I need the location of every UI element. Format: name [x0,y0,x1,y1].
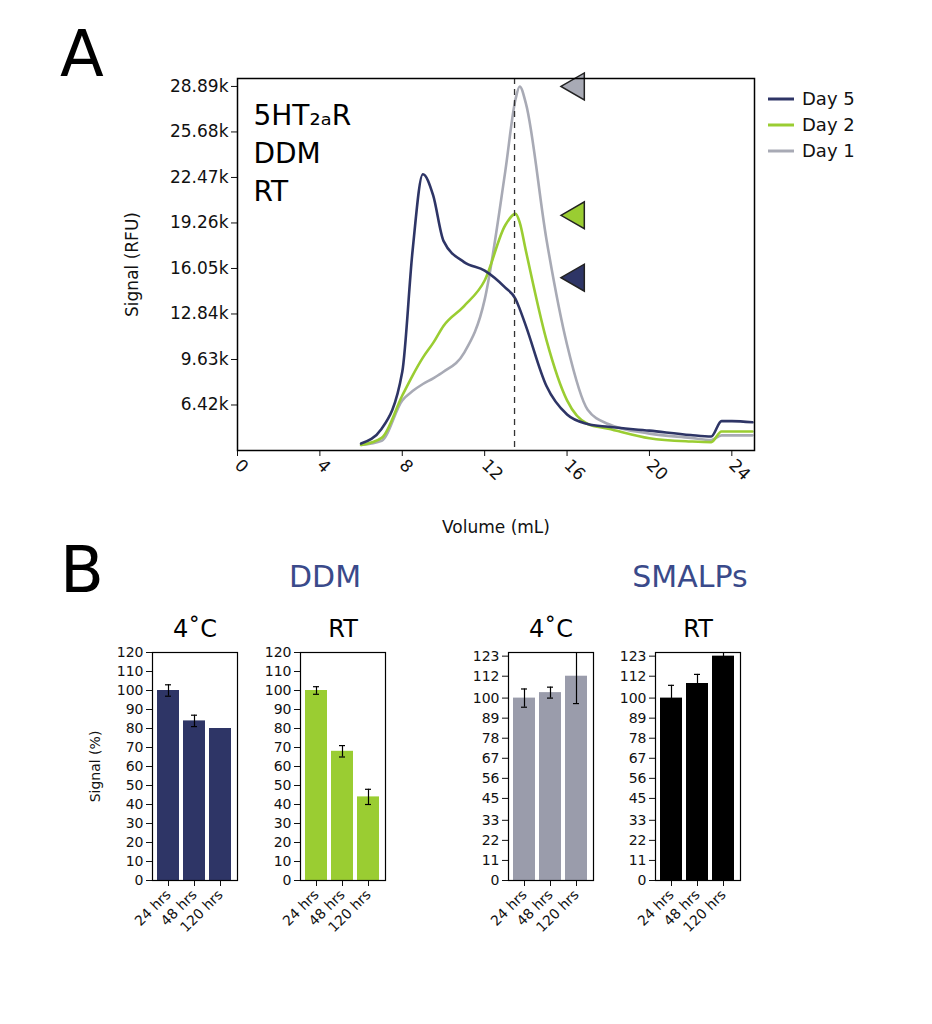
svg-text:78: 78 [629,730,647,746]
svg-text:112: 112 [473,668,500,684]
svg-text:24: 24 [725,455,754,484]
svg-text:28.89k: 28.89k [170,76,229,96]
svg-text:45: 45 [629,790,647,806]
html-text:A: A [60,17,104,91]
svg-text:40: 40 [126,796,144,812]
svg-text:24 hrs: 24 hrs [131,886,174,929]
svg-text:9.63k: 9.63k [181,349,229,369]
svg-text:100: 100 [265,682,292,698]
svg-text:8: 8 [396,455,418,477]
svg-text:22: 22 [482,832,500,848]
svg-text:4˚C: 4˚C [529,615,573,643]
svg-text:60: 60 [274,758,292,774]
svg-text:123: 123 [620,648,647,664]
svg-text:6.42k: 6.42k [181,394,229,414]
html-text:B: B [60,533,104,607]
html-text:SMALPs: SMALPs [632,559,748,594]
svg-text:120: 120 [265,644,292,660]
svg-text:33: 33 [482,812,500,828]
svg-text:100: 100 [117,682,144,698]
svg-text:50: 50 [126,777,144,793]
svg-text:19.26k: 19.26k [170,212,229,232]
svg-text:45: 45 [482,790,500,806]
svg-text:24 hrs: 24 hrs [279,886,322,929]
svg-text:25.68k: 25.68k [170,121,229,141]
svg-text:0: 0 [135,872,144,888]
svg-text:RT: RT [328,615,358,643]
svg-text:11: 11 [629,852,647,868]
svg-text:20: 20 [126,834,144,850]
svg-text:12.84k: 12.84k [170,303,229,323]
svg-text:67: 67 [482,750,500,766]
svg-text:78: 78 [482,730,500,746]
svg-text:48 hrs: 48 hrs [305,886,348,929]
svg-text:16: 16 [560,455,589,484]
svg-text:123: 123 [473,648,500,664]
html-text:DDM: DDM [289,559,361,594]
svg-text:60: 60 [126,758,144,774]
svg-text:0: 0 [231,455,253,477]
svg-text:120 hrs: 120 hrs [680,886,729,935]
svg-text:100: 100 [620,690,647,706]
svg-text:50: 50 [274,777,292,793]
svg-text:48 hrs: 48 hrs [157,886,200,929]
svg-text:0: 0 [283,872,292,888]
html-text:Day 1: Day 1 [802,140,855,162]
svg-text:48 hrs: 48 hrs [660,886,703,929]
html-text:Day 5: Day 5 [802,88,855,109]
svg-text:10: 10 [126,853,144,869]
svg-text:120 hrs: 120 hrs [325,886,374,935]
svg-text:110: 110 [117,663,144,679]
svg-text:20: 20 [274,834,292,850]
svg-text:70: 70 [126,739,144,755]
svg-text:40: 40 [274,796,292,812]
svg-text:80: 80 [126,720,144,736]
svg-text:Signal (%): Signal (%) [87,731,103,803]
svg-text:4: 4 [313,455,335,477]
svg-text:120: 120 [117,644,144,660]
svg-text:30: 30 [126,815,144,831]
svg-text:120 hrs: 120 hrs [177,886,226,935]
svg-text:112: 112 [620,668,647,684]
svg-text:48 hrs: 48 hrs [513,886,556,929]
svg-text:Signal (RFU): Signal (RFU) [122,212,142,317]
svg-text:56: 56 [482,770,500,786]
svg-text:110: 110 [265,663,292,679]
svg-text:22: 22 [629,832,647,848]
svg-text:12: 12 [478,455,507,484]
svg-text:11: 11 [482,852,500,868]
svg-text:5HT₂ₐRDDMRT: 5HT₂ₐRDDMRT [254,99,352,208]
svg-text:24 hrs: 24 hrs [634,886,677,929]
svg-text:67: 67 [629,750,647,766]
svg-text:16.05k: 16.05k [170,258,229,278]
svg-text:4˚C: 4˚C [173,615,217,643]
svg-text:90: 90 [126,701,144,717]
svg-text:0: 0 [638,872,647,888]
svg-text:20: 20 [643,455,672,484]
svg-text:120 hrs: 120 hrs [533,886,582,935]
svg-text:RT: RT [683,615,713,643]
svg-text:22.47k: 22.47k [170,167,229,187]
svg-text:0: 0 [491,872,500,888]
svg-text:100: 100 [473,690,500,706]
svg-text:80: 80 [274,720,292,736]
svg-text:10: 10 [274,853,292,869]
svg-text:90: 90 [274,701,292,717]
svg-text:24 hrs: 24 hrs [487,886,530,929]
html-text:Day 2: Day 2 [802,114,855,136]
svg-text:89: 89 [482,710,500,726]
svg-text:33: 33 [629,812,647,828]
svg-text:Volume (mL): Volume (mL) [442,517,550,537]
svg-text:70: 70 [274,739,292,755]
svg-text:30: 30 [274,815,292,831]
svg-text:89: 89 [629,710,647,726]
svg-text:56: 56 [629,770,647,786]
